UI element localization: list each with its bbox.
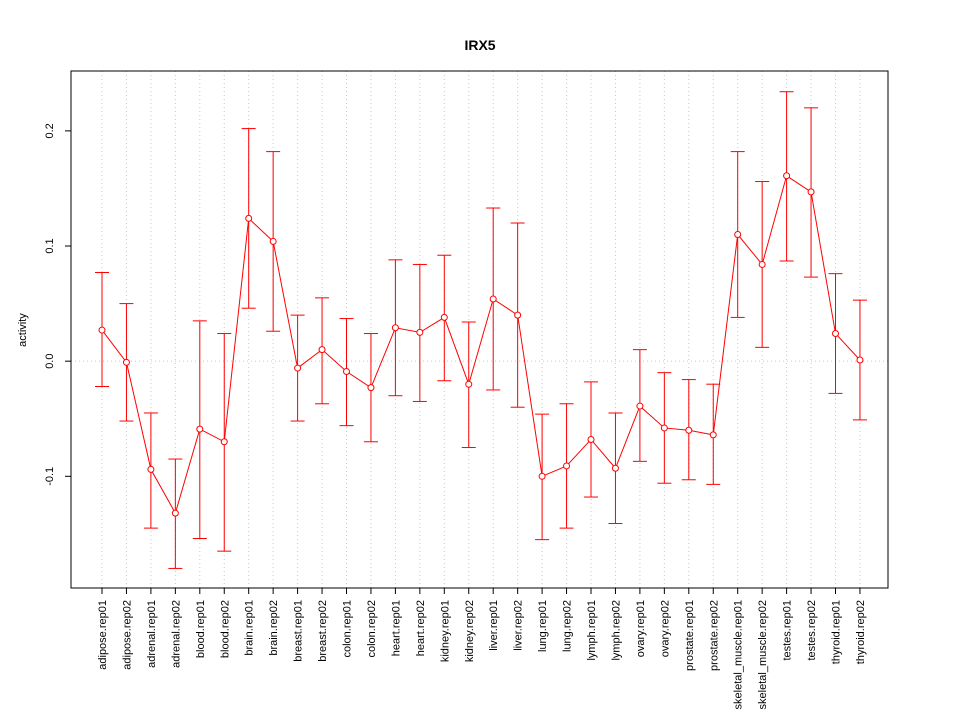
y-tick-label: 0.1 <box>44 238 56 253</box>
x-tick-label: skeletal_muscle.rep02 <box>757 600 769 709</box>
data-point <box>660 424 668 432</box>
x-tick-label: testes.rep01 <box>782 600 794 661</box>
data-point <box>171 509 179 517</box>
x-tick-label: kidney.rep01 <box>439 600 451 662</box>
x-tick-label: adipose.rep02 <box>121 600 133 670</box>
data-point <box>391 324 399 332</box>
error-bars <box>95 91 867 569</box>
x-tick-label: ovary.rep02 <box>659 600 671 657</box>
x-tick-label: prostate.rep02 <box>708 600 720 671</box>
plot-frame <box>70 70 889 589</box>
data-point <box>563 462 571 470</box>
x-tick-label: brain.rep02 <box>268 600 280 656</box>
x-tick-label: adrenal.rep01 <box>146 600 158 668</box>
data-point <box>465 380 473 388</box>
x-tick-label: lymph.rep01 <box>586 600 598 661</box>
x-tick-label: heart.rep02 <box>415 600 427 656</box>
data-point <box>489 295 497 303</box>
data-point <box>758 260 766 268</box>
data-point <box>147 465 155 473</box>
data-point <box>685 426 693 434</box>
data-point <box>367 384 375 392</box>
x-tick-label: colon.rep01 <box>342 600 354 658</box>
x-tick-label: testes.rep02 <box>806 600 818 661</box>
data-point <box>220 438 228 446</box>
series-line <box>101 174 861 515</box>
x-tick-label: lymph.rep02 <box>610 600 622 661</box>
x-tick-label: lung.rep02 <box>562 600 574 652</box>
grid-layer <box>71 71 888 588</box>
data-point <box>514 311 522 319</box>
data-point <box>343 368 350 376</box>
x-tick-label: kidney.rep02 <box>464 600 476 662</box>
data-point <box>734 231 742 239</box>
data-points <box>98 172 864 517</box>
data-point <box>294 364 302 372</box>
series-path <box>101 174 861 515</box>
x-tick-label: heart.rep01 <box>390 600 402 656</box>
data-point <box>245 214 253 222</box>
data-point <box>783 172 791 180</box>
data-point <box>538 472 546 480</box>
x-axis: adipose.rep01 adipose.rep02 adrenal.rep01 a… <box>97 588 867 709</box>
x-tick-label: adipose.rep01 <box>97 600 109 670</box>
x-tick-label: ovary.rep01 <box>635 600 647 657</box>
x-tick-label: adrenal.rep02 <box>170 600 182 668</box>
data-point <box>318 346 326 354</box>
x-tick-label: skeletal_muscle.rep01 <box>733 600 745 709</box>
data-point <box>440 313 448 321</box>
x-tick-label: brain.rep01 <box>244 600 256 656</box>
x-tick-label: thyroid.rep02 <box>855 600 867 664</box>
x-tick-label: liver.rep02 <box>513 600 525 651</box>
x-tick-label: liver.rep01 <box>488 600 500 651</box>
data-point <box>269 237 277 245</box>
x-tick-label: blood.rep02 <box>219 600 231 658</box>
x-tick-label: breast.rep02 <box>317 600 329 662</box>
x-tick-label: lung.rep01 <box>537 600 549 652</box>
data-point <box>709 431 717 439</box>
data-point <box>122 358 130 366</box>
data-point <box>832 330 839 338</box>
y-tick-label: -0.1 <box>44 467 56 486</box>
x-tick-label: prostate.rep01 <box>684 600 696 671</box>
x-tick-label: colon.rep02 <box>366 600 378 658</box>
data-point <box>196 425 204 433</box>
y-tick-label: 0.0 <box>44 354 56 369</box>
x-tick-label: breast.rep01 <box>293 600 305 662</box>
x-tick-label: thyroid.rep01 <box>831 600 843 664</box>
data-point <box>98 326 106 334</box>
y-axis: -0.1 0.0 0.1 0.2 <box>44 123 71 486</box>
data-point <box>587 435 595 443</box>
y-axis-label: activity <box>17 313 29 347</box>
y-tick-label: 0.2 <box>44 123 56 138</box>
data-point <box>636 402 644 410</box>
chart-title: IRX5 <box>464 37 495 53</box>
data-point <box>856 356 864 364</box>
data-point <box>611 464 619 472</box>
data-point <box>416 328 424 336</box>
data-point <box>807 188 815 196</box>
x-tick-label: blood.rep01 <box>195 600 207 658</box>
